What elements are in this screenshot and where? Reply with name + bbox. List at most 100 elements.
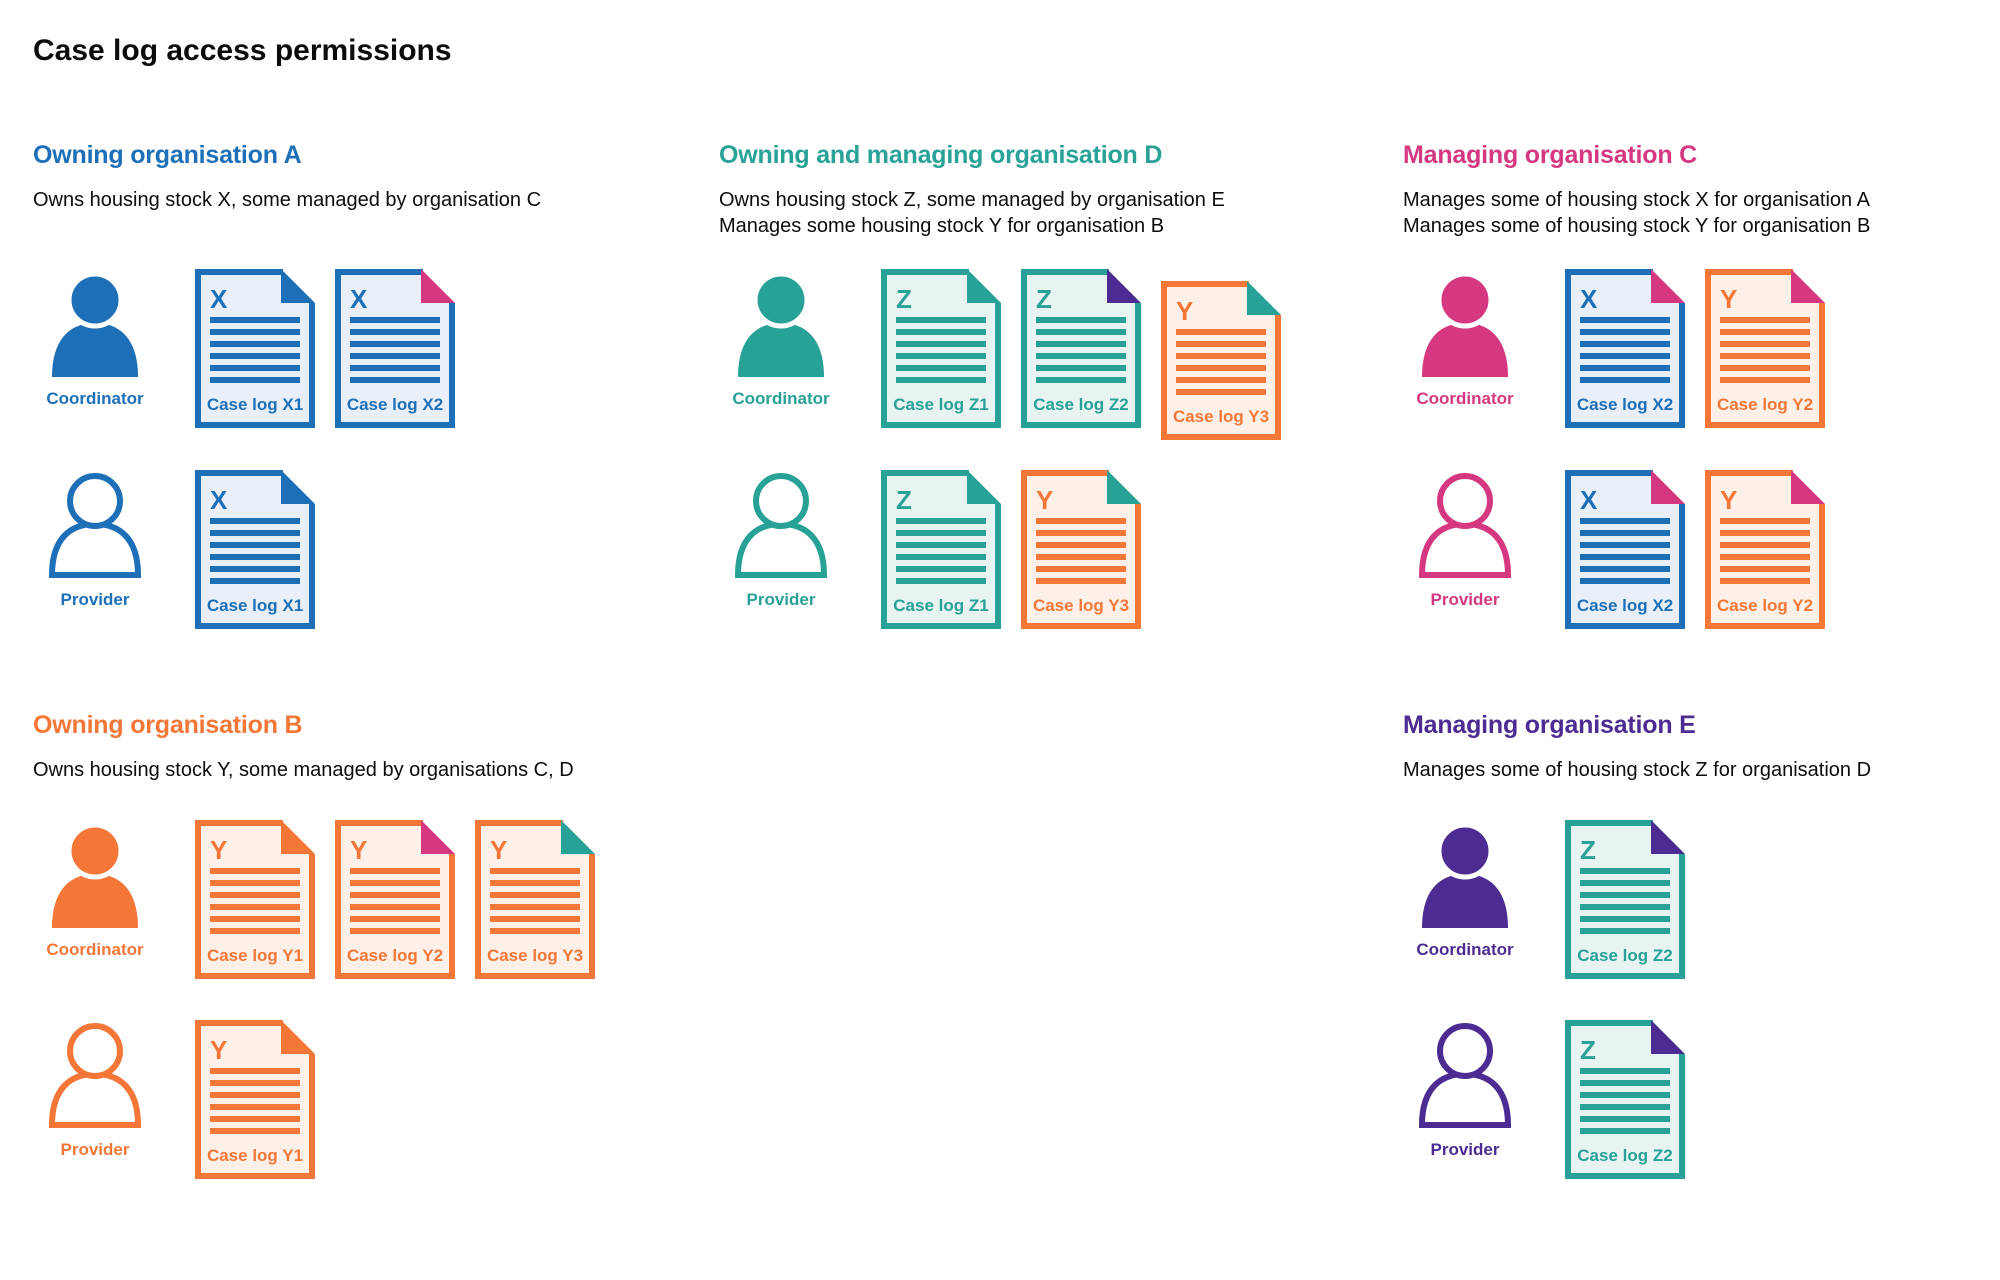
document-border xyxy=(881,470,1001,629)
section-heading: Owning organisation B xyxy=(33,711,303,739)
doc-text-line xyxy=(896,341,986,347)
stock-letter: Y xyxy=(210,1035,227,1065)
doc-text-line xyxy=(1036,353,1126,359)
doc-text-line xyxy=(1720,329,1810,335)
doc-text-line xyxy=(210,518,300,524)
doc-text-line xyxy=(1580,554,1670,560)
document-border xyxy=(195,470,315,629)
person-head xyxy=(752,271,810,329)
role-label: Coordinator xyxy=(1416,389,1514,408)
doc-text-line xyxy=(490,916,580,922)
stock-letter: Z xyxy=(1036,284,1052,314)
provider-person: Provider xyxy=(39,472,151,610)
document-page xyxy=(1565,1020,1685,1179)
doc-text-line xyxy=(896,317,986,323)
doc-text-line xyxy=(896,365,986,371)
section-heading: Managing organisation C xyxy=(1403,141,1698,169)
role-label: Coordinator xyxy=(1416,940,1514,959)
stock-letter: Y xyxy=(1036,485,1053,515)
coordinator-row: Coordinator X Case log X2 Y Case log Y2 xyxy=(1403,269,2000,433)
document-page xyxy=(1705,470,1825,629)
person-body xyxy=(1422,323,1508,377)
document-page xyxy=(475,820,595,979)
doc-text-line xyxy=(1720,530,1810,536)
doc-text-line xyxy=(210,880,300,886)
folded-corner-icon xyxy=(561,820,595,854)
person-filled-icon xyxy=(738,271,824,377)
doc-text-line xyxy=(896,353,986,359)
doc-text-line xyxy=(350,904,440,910)
doc-label: Case log Z2 xyxy=(1033,395,1128,414)
coordinator-row: Coordinator Y Case log Y1 Y Case log Y2 … xyxy=(33,820,693,984)
provider-row: Provider Z Case log Z2 xyxy=(1403,1020,2000,1184)
document-border xyxy=(335,269,455,428)
person-head xyxy=(66,822,124,880)
doc-text-line xyxy=(1720,317,1810,323)
doc-text-line xyxy=(210,1128,300,1134)
doc-text-line xyxy=(1720,518,1810,524)
doc-text-line xyxy=(210,377,300,383)
doc-text-line xyxy=(1720,377,1810,383)
doc-text-line xyxy=(490,904,580,910)
section-description: Manages some of housing stock Z for orga… xyxy=(1403,757,1871,783)
folded-corner-icon xyxy=(1107,470,1141,504)
folded-corner-icon xyxy=(967,269,1001,303)
stock-letter: X xyxy=(1580,284,1598,314)
case-log-doc-case-log-z1: Z Case log Z1 xyxy=(881,470,1001,629)
provider-row: Provider Z Case log Z1 Y Case log Y3 xyxy=(719,470,1379,634)
document-page xyxy=(195,269,315,428)
role-label: Provider xyxy=(60,590,130,609)
section-description: Manages some of housing stock X for orga… xyxy=(1403,187,1870,239)
person-filled-icon xyxy=(1422,271,1508,377)
doc-text-line xyxy=(350,341,440,347)
doc-text-line xyxy=(1036,518,1126,524)
case-log-doc-case-log-z1: Z Case log Z1 xyxy=(881,269,1001,428)
case-log-doc-case-log-z2: Z Case log Z2 xyxy=(1021,269,1141,428)
stock-letter: Z xyxy=(896,284,912,314)
document-page xyxy=(1161,281,1281,440)
case-log-document-icon: Z Case log Z2 xyxy=(1565,820,1685,979)
doc-text-line xyxy=(1580,1116,1670,1122)
doc-text-line xyxy=(1580,530,1670,536)
doc-text-line xyxy=(1580,365,1670,371)
doc-text-line xyxy=(210,1080,300,1086)
document-border xyxy=(1565,470,1685,629)
document-page xyxy=(195,470,315,629)
stock-letter: Z xyxy=(1580,1035,1596,1065)
folded-corner-icon xyxy=(1651,820,1685,854)
role-label: Provider xyxy=(60,1140,130,1159)
document-page xyxy=(335,269,455,428)
folded-corner-icon xyxy=(967,470,1001,504)
doc-text-line xyxy=(1036,566,1126,572)
case-log-doc-case-log-z2: Z Case log Z2 xyxy=(1565,820,1685,979)
person-body xyxy=(734,520,828,578)
section-managing-organisation-e: Managing organisation E Manages some of h… xyxy=(1403,711,2000,1273)
role-label: Coordinator xyxy=(732,389,830,408)
section-heading: Owning organisation A xyxy=(33,141,302,169)
case-log-doc-case-log-z2: Z Case log Z2 xyxy=(1565,1020,1685,1179)
doc-text-line xyxy=(350,892,440,898)
document-border xyxy=(1705,269,1825,428)
document-page xyxy=(335,820,455,979)
case-log-doc-case-log-y2: Y Case log Y2 xyxy=(335,820,455,979)
doc-text-line xyxy=(896,518,986,524)
description-line: Owns housing stock X, some managed by or… xyxy=(33,189,542,211)
person-body xyxy=(738,323,824,377)
stock-letter: Y xyxy=(1720,284,1737,314)
doc-text-line xyxy=(1036,317,1126,323)
document-border xyxy=(475,820,595,979)
person-body xyxy=(48,520,142,578)
doc-text-line xyxy=(1720,554,1810,560)
coordinator-person: Coordinator xyxy=(39,271,151,409)
document-page xyxy=(195,820,315,979)
doc-text-line xyxy=(1580,916,1670,922)
doc-text-line xyxy=(350,353,440,359)
person-head xyxy=(1436,822,1494,880)
coordinator-person: Coordinator xyxy=(39,822,151,960)
doc-text-line xyxy=(1036,365,1126,371)
role-label: Provider xyxy=(746,590,816,609)
folded-corner-icon xyxy=(281,1020,315,1054)
person-head xyxy=(66,271,124,329)
doc-text-line xyxy=(350,377,440,383)
folded-corner-icon xyxy=(1651,269,1685,303)
